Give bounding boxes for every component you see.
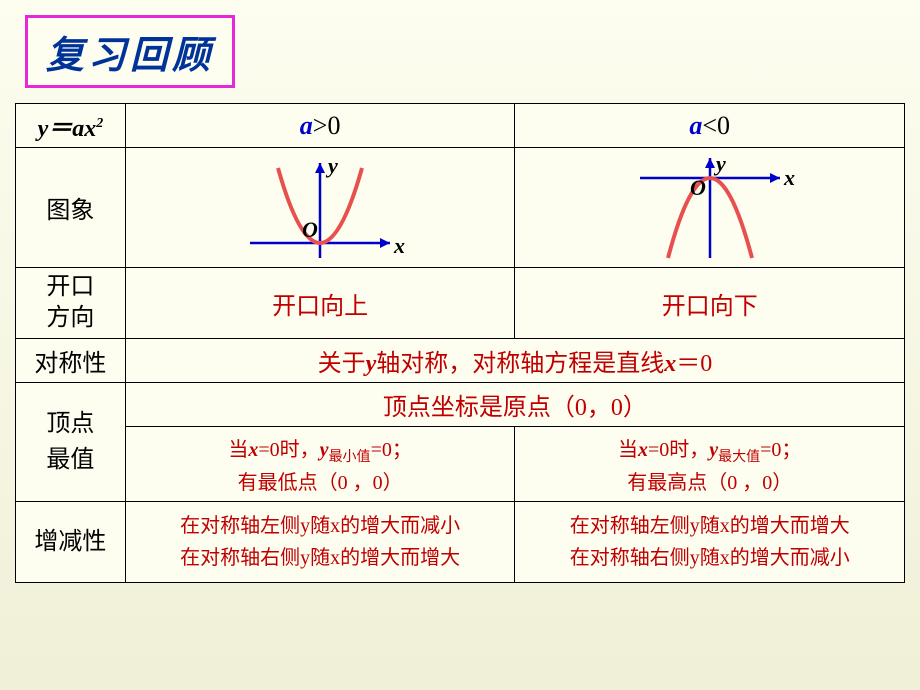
a-pos-var: a bbox=[300, 111, 313, 140]
symmetry-label: 对称性 bbox=[16, 339, 126, 383]
opening-label: 开口方向 bbox=[16, 268, 126, 339]
opening-up: 开口向上 bbox=[125, 268, 515, 339]
symmetry-row: 对称性 关于y轴对称，对称轴方程是直线x＝0 bbox=[16, 339, 905, 383]
graph-label: 图象 bbox=[16, 148, 126, 268]
page-title: 复习回顾 bbox=[46, 35, 214, 77]
symmetry-text: 关于y轴对称，对称轴方程是直线x＝0 bbox=[125, 339, 904, 383]
svg-text:x: x bbox=[783, 165, 795, 190]
graph-row: 图象 O x y O x y bbox=[16, 148, 905, 268]
eq-y: y bbox=[38, 116, 49, 142]
eq-a: a bbox=[72, 116, 84, 142]
header-equation-cell: y＝ax2 bbox=[16, 104, 126, 148]
vertex-min: 当x=0时，y最小值=0； 有最低点（0 ，0） bbox=[125, 427, 515, 502]
vertex-origin: 顶点坐标是原点（0，0） bbox=[125, 383, 904, 427]
svg-text:y: y bbox=[713, 153, 726, 176]
parabola-up-icon: O x y bbox=[230, 153, 410, 263]
eq-sup: 2 bbox=[96, 116, 103, 131]
mono-down: 在对称轴左侧y随x的增大而增大 在对称轴右侧y随x的增大而减小 bbox=[515, 502, 905, 583]
a-neg-cond: <0 bbox=[702, 111, 730, 140]
monotonicity-row: 增减性 在对称轴左侧y随x的增大而减小 在对称轴右侧y随x的增大而增大 在对称轴… bbox=[16, 502, 905, 583]
title-box: 复习回顾 bbox=[25, 15, 235, 88]
vertex-max: 当x=0时，y最大值=0； 有最高点（0 ，0） bbox=[515, 427, 905, 502]
summary-table: y＝ax2 a>0 a<0 图象 O x y bbox=[15, 103, 905, 583]
opening-down: 开口向下 bbox=[515, 268, 905, 339]
a-neg-var: a bbox=[689, 111, 702, 140]
header-row: y＝ax2 a>0 a<0 bbox=[16, 104, 905, 148]
graph-down-cell: O x y bbox=[515, 148, 905, 268]
mono-label: 增减性 bbox=[16, 502, 126, 583]
parabola-down-icon: O x y bbox=[620, 153, 800, 263]
vertex-origin-row: 顶点最值 顶点坐标是原点（0，0） bbox=[16, 383, 905, 427]
vertex-minmax-row: 当x=0时，y最小值=0； 有最低点（0 ，0） 当x=0时，y最大值=0； 有… bbox=[16, 427, 905, 502]
opening-row: 开口方向 开口向上 开口向下 bbox=[16, 268, 905, 339]
header-a-positive: a>0 bbox=[125, 104, 515, 148]
header-a-negative: a<0 bbox=[515, 104, 905, 148]
graph-up-cell: O x y bbox=[125, 148, 515, 268]
svg-text:y: y bbox=[325, 153, 338, 178]
a-pos-cond: >0 bbox=[313, 111, 341, 140]
eq-x: x bbox=[84, 116, 96, 142]
svg-text:O: O bbox=[690, 175, 706, 200]
mono-up: 在对称轴左侧y随x的增大而减小 在对称轴右侧y随x的增大而增大 bbox=[125, 502, 515, 583]
svg-text:O: O bbox=[302, 217, 318, 242]
vertex-label: 顶点最值 bbox=[16, 383, 126, 502]
svg-text:x: x bbox=[393, 233, 405, 258]
